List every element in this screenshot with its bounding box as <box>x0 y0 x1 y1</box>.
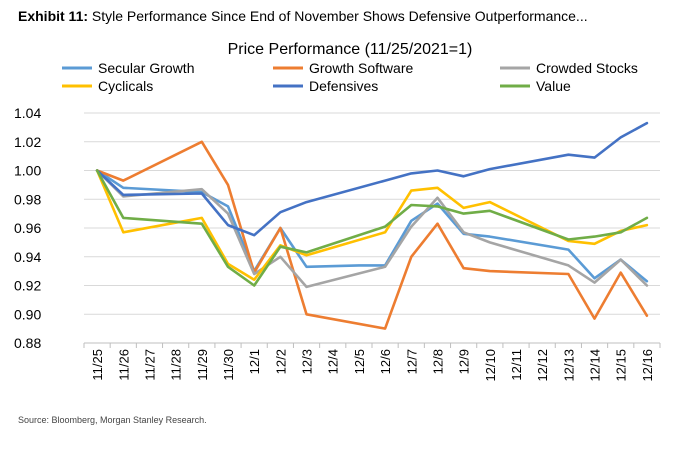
x-tick-label: 12/15 <box>614 349 629 382</box>
series-line-cyclicals <box>95 169 649 282</box>
x-tick-label: 11/27 <box>142 349 157 381</box>
chart-title: Price Performance (11/25/2021=1) <box>228 41 473 58</box>
series-line-value <box>95 169 649 287</box>
legend-item-secular-growth: Secular Growth <box>62 60 194 76</box>
y-tick-label: 0.90 <box>14 306 41 322</box>
exhibit-label: Exhibit 11: <box>18 8 89 24</box>
chart-legend: Secular Growth Growth Software Crowded Sto… <box>62 60 638 94</box>
y-axis: 0.88 0.90 0.92 0.94 0.96 0.98 1.00 1.02 1.04 <box>14 105 660 351</box>
legend-item-value: Value <box>500 78 571 94</box>
y-tick-label: 0.92 <box>14 278 41 294</box>
y-tick-label: 1.00 <box>14 163 41 179</box>
series-line-growth-software <box>95 140 649 330</box>
x-axis: 11/25 11/26 11/27 11/28 11/29 11/30 12/1 12/2 12… <box>83 342 661 382</box>
x-tick-label: 12/6 <box>378 349 393 374</box>
x-tick-label: 12/16 <box>640 349 655 382</box>
chart-series <box>95 121 649 330</box>
x-tick-label: 11/28 <box>169 349 184 381</box>
x-tick-label: 12/7 <box>404 349 419 374</box>
x-tick-label: 11/30 <box>221 349 236 381</box>
x-tick-label: 12/11 <box>509 349 524 381</box>
x-tick-label: 12/13 <box>561 349 576 382</box>
x-tick-label: 12/14 <box>588 349 603 382</box>
legend-label: Defensives <box>309 78 378 94</box>
x-tick-label: 12/4 <box>326 349 341 374</box>
legend-label: Secular Growth <box>98 60 194 76</box>
y-tick-label: 0.94 <box>14 249 41 265</box>
x-tick-label: 12/5 <box>352 349 367 374</box>
x-tick-label: 12/9 <box>457 349 472 374</box>
series-line-crowded-stocks <box>95 169 649 289</box>
legend-item-cyclicals: Cyclicals <box>62 78 153 94</box>
legend-label: Value <box>536 78 571 94</box>
x-tick-label: 12/2 <box>273 349 288 374</box>
exhibit-header: Exhibit 11: Style Performance Since End … <box>18 8 588 24</box>
y-tick-label: 1.02 <box>14 134 41 150</box>
y-tick-label: 1.04 <box>14 105 41 121</box>
x-tick-label: 12/1 <box>247 349 262 374</box>
x-tick-label: 12/8 <box>430 349 445 374</box>
legend-label: Crowded Stocks <box>536 60 638 76</box>
x-tick-label: 11/29 <box>195 349 210 381</box>
legend-label: Cyclicals <box>98 78 153 94</box>
series-line-defensives <box>95 121 649 237</box>
x-tick-label: 12/12 <box>535 349 550 382</box>
source-note: Source: Bloomberg, Morgan Stanley Resear… <box>18 415 207 425</box>
x-tick-label: 11/26 <box>116 349 131 381</box>
legend-item-defensives: Defensives <box>273 78 378 94</box>
x-tick-label: 12/3 <box>300 349 315 374</box>
y-tick-label: 0.98 <box>14 191 41 207</box>
exhibit-title: Style Performance Since End of November … <box>91 8 588 24</box>
legend-item-growth-software: Growth Software <box>273 60 413 76</box>
y-tick-label: 0.96 <box>14 220 41 236</box>
x-tick-label: 12/10 <box>483 349 498 382</box>
x-tick-label: 11/25 <box>90 349 105 381</box>
legend-item-crowded-stocks: Crowded Stocks <box>500 60 638 76</box>
y-tick-label: 0.88 <box>14 335 41 351</box>
legend-label: Growth Software <box>309 60 413 76</box>
